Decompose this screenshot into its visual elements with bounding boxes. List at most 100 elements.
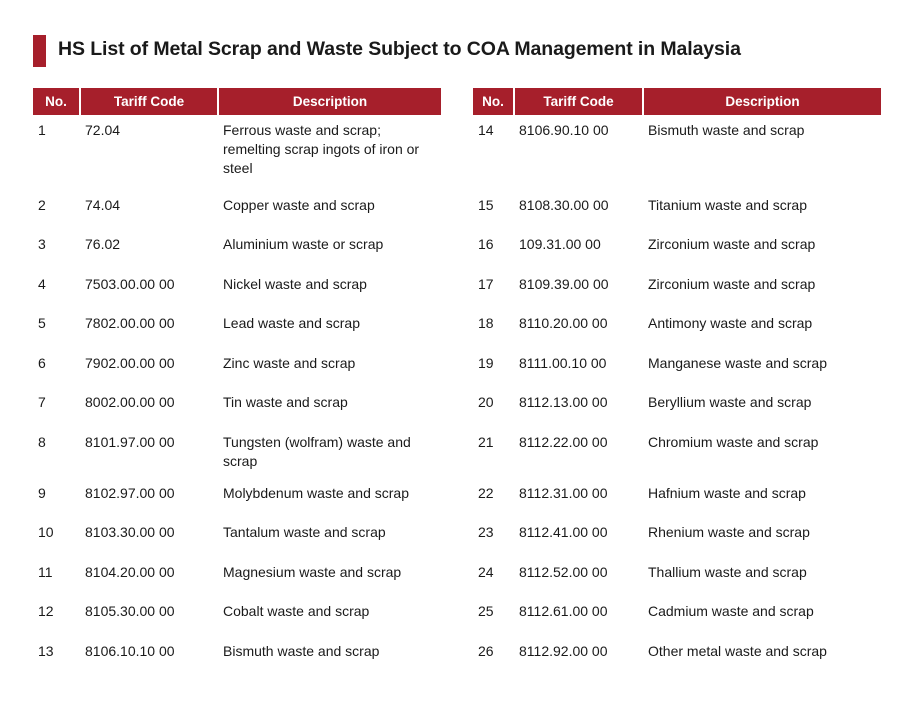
description: Nickel waste and scrap bbox=[223, 276, 367, 292]
table-row: 19 8111.00.10 00 Manganese waste and scrap bbox=[473, 348, 881, 387]
header-description: Description bbox=[642, 88, 881, 115]
row-number: 21 bbox=[478, 434, 494, 450]
tariff-code: 8112.31.00 00 bbox=[519, 485, 608, 501]
row-number: 8 bbox=[38, 434, 46, 450]
tariff-code: 8106.90.10 00 bbox=[519, 122, 609, 138]
description: Manganese waste and scrap bbox=[648, 355, 827, 371]
tariff-code: 8109.39.00 00 bbox=[519, 276, 609, 292]
table-row: 13 8106.10.10 00 Bismuth waste and scrap bbox=[33, 636, 441, 675]
table-header-row: No. Tariff Code Description bbox=[473, 88, 881, 115]
table-row: 3 76.02 Aluminium waste or scrap bbox=[33, 229, 441, 269]
tariff-code: 74.04 bbox=[85, 197, 121, 213]
row-number: 13 bbox=[38, 643, 54, 659]
description: Copper waste and scrap bbox=[223, 197, 375, 213]
description: Tungsten (wolfram) waste and scrap bbox=[223, 434, 411, 469]
description: Ferrous waste and scrap; remelting scrap… bbox=[223, 122, 420, 176]
table-body-right: 14 8106.90.10 00 Bismuth waste and scrap 15… bbox=[473, 115, 881, 675]
row-number: 14 bbox=[478, 122, 494, 138]
header-no: No. bbox=[473, 88, 513, 115]
row-number: 5 bbox=[38, 315, 46, 331]
header-tariff-code: Tariff Code bbox=[513, 88, 642, 115]
page-title: HS List of Metal Scrap and Waste Subject… bbox=[58, 38, 741, 60]
table-row: 6 7902.00.00 00 Zinc waste and scrap bbox=[33, 348, 441, 387]
table-row: 26 8112.92.00 00 Other metal waste and scr… bbox=[473, 636, 881, 675]
description: Titanium waste and scrap bbox=[648, 197, 807, 213]
row-number: 20 bbox=[478, 394, 494, 410]
row-number: 23 bbox=[478, 524, 494, 540]
description: Zirconium waste and scrap bbox=[648, 236, 816, 252]
description: Cadmium waste and scrap bbox=[648, 603, 814, 619]
row-number: 17 bbox=[478, 276, 494, 292]
table-row: 5 7802.00.00 00 Lead waste and scrap bbox=[33, 308, 441, 348]
row-number: 16 bbox=[478, 236, 494, 252]
tariff-code: 8112.61.00 00 bbox=[519, 603, 608, 619]
table-row: 21 8112.22.00 00 Chromium waste and scrap bbox=[473, 427, 881, 478]
row-number: 26 bbox=[478, 643, 494, 659]
table-row: 24 8112.52.00 00 Thallium waste and scrap bbox=[473, 557, 881, 596]
hs-table-left: No. Tariff Code Description 1 72.04 Ferrou… bbox=[33, 88, 441, 675]
description: Aluminium waste or scrap bbox=[223, 236, 384, 252]
title-accent-bar bbox=[33, 35, 46, 67]
tariff-code: 109.31.00 00 bbox=[519, 236, 601, 252]
row-number: 4 bbox=[38, 276, 46, 292]
row-number: 19 bbox=[478, 355, 494, 371]
tariff-code: 8110.20.00 00 bbox=[519, 315, 608, 331]
table-row: 12 8105.30.00 00 Cobalt waste and scrap bbox=[33, 596, 441, 636]
table-row: 16 109.31.00 00 Zirconium waste and scrap bbox=[473, 229, 881, 269]
description: Lead waste and scrap bbox=[223, 315, 360, 331]
table-row: 7 8002.00.00 00 Tin waste and scrap bbox=[33, 387, 441, 427]
description: Bismuth waste and scrap bbox=[648, 122, 805, 138]
table-row: 15 8108.30.00 00 Titanium waste and scrap bbox=[473, 190, 881, 229]
table-row: 17 8109.39.00 00 Zirconium waste and scrap bbox=[473, 269, 881, 308]
tariff-code: 8106.10.10 00 bbox=[85, 643, 175, 659]
tariff-code: 7503.00.00 00 bbox=[85, 276, 175, 292]
row-number: 3 bbox=[38, 236, 46, 252]
description: Antimony waste and scrap bbox=[648, 315, 813, 331]
table-row: 20 8112.13.00 00 Beryllium waste and scrap bbox=[473, 387, 881, 427]
row-number: 7 bbox=[38, 394, 46, 410]
row-number: 2 bbox=[38, 197, 46, 213]
description: Magnesium waste and scrap bbox=[223, 564, 402, 580]
row-number: 12 bbox=[38, 603, 54, 619]
table-row: 10 8103.30.00 00 Tantalum waste and scrap bbox=[33, 517, 441, 557]
description: Tantalum waste and scrap bbox=[223, 524, 386, 540]
table-row: 22 8112.31.00 00 Hafnium waste and scrap bbox=[473, 478, 881, 517]
description: Hafnium waste and scrap bbox=[648, 485, 806, 501]
table-row: 18 8110.20.00 00 Antimony waste and scrap bbox=[473, 308, 881, 348]
table-row: 1 72.04 Ferrous waste and scrap; remelting… bbox=[33, 115, 441, 190]
description: Rhenium waste and scrap bbox=[648, 524, 810, 540]
tariff-code: 8112.41.00 00 bbox=[519, 524, 608, 540]
table-row: 23 8112.41.00 00 Rhenium waste and scrap bbox=[473, 517, 881, 557]
header-tariff-code: Tariff Code bbox=[79, 88, 217, 115]
table-row: 2 74.04 Copper waste and scrap bbox=[33, 190, 441, 229]
table-row: 8 8101.97.00 00 Tungsten (wolfram) waste a… bbox=[33, 427, 441, 478]
row-number: 24 bbox=[478, 564, 494, 580]
description: Molybdenum waste and scrap bbox=[223, 485, 409, 501]
row-number: 18 bbox=[478, 315, 494, 331]
row-number: 9 bbox=[38, 485, 46, 501]
description: Chromium waste and scrap bbox=[648, 434, 819, 450]
header-description: Description bbox=[217, 88, 441, 115]
row-number: 10 bbox=[38, 524, 54, 540]
tariff-code: 8002.00.00 00 bbox=[85, 394, 175, 410]
tariff-code: 8112.52.00 00 bbox=[519, 564, 608, 580]
tariff-code: 76.02 bbox=[85, 236, 121, 252]
row-number: 15 bbox=[478, 197, 494, 213]
header-no: No. bbox=[33, 88, 79, 115]
row-number: 25 bbox=[478, 603, 494, 619]
row-number: 6 bbox=[38, 355, 46, 371]
tariff-code: 8101.97.00 00 bbox=[85, 434, 175, 450]
tariff-code: 7802.00.00 00 bbox=[85, 315, 175, 331]
tariff-code: 8111.00.10 00 bbox=[519, 355, 607, 371]
tariff-code: 72.04 bbox=[85, 122, 121, 138]
description: Beryllium waste and scrap bbox=[648, 394, 812, 410]
row-number: 22 bbox=[478, 485, 494, 501]
tariff-code: 8112.22.00 00 bbox=[519, 434, 608, 450]
tariff-code: 8108.30.00 00 bbox=[519, 197, 609, 213]
table-row: 4 7503.00.00 00 Nickel waste and scrap bbox=[33, 269, 441, 308]
table-header-row: No. Tariff Code Description bbox=[33, 88, 441, 115]
table-row: 11 8104.20.00 00 Magnesium waste and scrap bbox=[33, 557, 441, 596]
table-row: 14 8106.90.10 00 Bismuth waste and scrap bbox=[473, 115, 881, 190]
description: Tin waste and scrap bbox=[223, 394, 348, 410]
tariff-code: 8104.20.00 00 bbox=[85, 564, 175, 580]
